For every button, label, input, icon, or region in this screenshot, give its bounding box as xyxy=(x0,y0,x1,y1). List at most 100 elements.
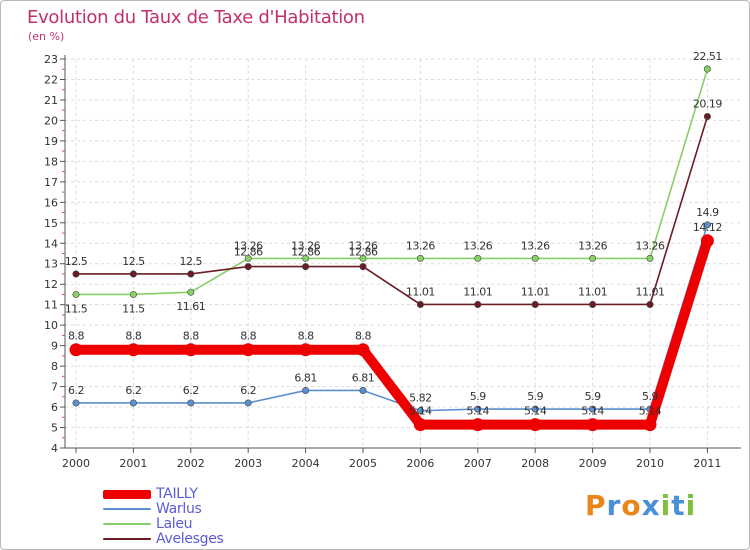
series-line-laleu xyxy=(75,68,709,296)
data-label-tailly: 8.8 xyxy=(68,330,84,343)
data-label-warlus: 5.82 xyxy=(409,392,432,405)
data-label-laleu: 13.26 xyxy=(406,239,435,252)
data-label-tailly: 5.14 xyxy=(524,405,547,418)
data-label-laleu: 13.26 xyxy=(234,239,263,252)
data-point-warlus xyxy=(531,405,539,413)
data-point-laleu xyxy=(244,254,252,262)
data-point-laleu xyxy=(302,254,310,262)
data-label-avelesges: 11.01 xyxy=(463,285,492,298)
data-point-laleu xyxy=(531,254,539,262)
y-tick-label: 8 xyxy=(51,360,58,373)
x-tick-label: 2000 xyxy=(62,457,90,470)
series-line-tailly xyxy=(71,235,713,430)
data-point-laleu xyxy=(416,254,424,262)
x-tick-label: 2006 xyxy=(406,457,434,470)
data-point-laleu xyxy=(589,254,597,262)
data-label-avelesges: 12.86 xyxy=(349,246,378,259)
data-point-warlus xyxy=(72,399,80,407)
proxiti-logo: Proxiti xyxy=(585,489,696,522)
y-tick-label: 23 xyxy=(44,53,58,66)
data-label-warlus: 6.81 xyxy=(294,371,317,384)
data-point-avelesges xyxy=(703,113,711,121)
data-point-tailly xyxy=(356,343,370,357)
data-point-avelesges xyxy=(416,300,424,308)
data-label-tailly: 5.14 xyxy=(467,405,490,418)
data-label-tailly: 8.8 xyxy=(355,330,371,343)
data-point-tailly xyxy=(700,234,714,248)
y-tick-label: 21 xyxy=(44,94,58,107)
data-point-avelesges xyxy=(646,300,654,308)
data-label-laleu: 13.26 xyxy=(463,239,492,252)
data-label-tailly: 8.8 xyxy=(125,330,141,343)
data-point-tailly xyxy=(413,418,427,432)
data-label-tailly: 8.8 xyxy=(183,330,199,343)
data-label-tailly: 8.8 xyxy=(240,330,256,343)
data-label-laleu: 11.61 xyxy=(176,300,205,313)
y-tick-label: 9 xyxy=(51,340,58,353)
data-point-laleu xyxy=(359,254,367,262)
y-tick-label: 17 xyxy=(44,176,58,189)
y-tick-label: 11 xyxy=(44,299,58,312)
legend-item-tailly: TAILLY xyxy=(103,486,303,503)
data-label-laleu: 13.26 xyxy=(291,239,320,252)
data-label-avelesges: 11.01 xyxy=(578,285,607,298)
y-tick-label: 12 xyxy=(44,278,58,291)
data-point-warlus xyxy=(703,221,711,229)
data-point-laleu xyxy=(646,254,654,262)
data-point-tailly xyxy=(184,343,198,357)
data-label-avelesges: 12.5 xyxy=(65,255,88,268)
data-point-laleu xyxy=(72,290,80,298)
legend-label-avelesges: Avelesges xyxy=(156,531,224,547)
x-tick-label: 2005 xyxy=(349,457,377,470)
data-point-laleu xyxy=(187,288,195,296)
legend-label-laleu: Laleu xyxy=(156,516,193,532)
legend-item-laleu: Laleu xyxy=(103,516,303,533)
data-point-avelesges xyxy=(187,270,195,278)
data-point-laleu xyxy=(129,290,137,298)
data-label-warlus: 6.81 xyxy=(352,371,375,384)
data-point-tailly xyxy=(471,418,485,432)
legend-swatch-warlus xyxy=(103,508,151,510)
data-label-tailly: 5.14 xyxy=(581,405,604,418)
data-label-avelesges: 12.5 xyxy=(122,255,145,268)
x-tick-label: 2007 xyxy=(464,457,492,470)
legend-swatch-tailly xyxy=(103,490,151,499)
x-tick-label: 2001 xyxy=(119,457,147,470)
data-label-avelesges: 11.01 xyxy=(521,285,550,298)
y-tick-label: 18 xyxy=(44,155,58,168)
legend-swatch-avelesges xyxy=(103,538,151,540)
x-tick-label: 2011 xyxy=(693,457,721,470)
data-point-avelesges xyxy=(359,263,367,271)
data-point-tailly xyxy=(586,418,600,432)
data-point-laleu xyxy=(703,65,711,73)
data-label-warlus: 5.9 xyxy=(585,390,601,403)
x-tick-label: 2003 xyxy=(234,457,262,470)
data-point-avelesges xyxy=(129,270,137,278)
x-tick-label: 2009 xyxy=(579,457,607,470)
data-label-avelesges: 12.86 xyxy=(234,246,263,259)
chart-title: Evolution du Taux de Taxe d'Habitation xyxy=(27,7,365,28)
data-point-warlus xyxy=(589,405,597,413)
logo-letter: t xyxy=(671,489,686,522)
y-tick-label: 5 xyxy=(51,422,58,435)
data-label-tailly: 5.14 xyxy=(409,405,432,418)
x-tick-label: 2008 xyxy=(521,457,549,470)
data-label-warlus: 5.9 xyxy=(527,390,543,403)
data-label-avelesges: 12.5 xyxy=(180,255,203,268)
logo-letter: r xyxy=(606,489,622,522)
data-label-laleu: 13.26 xyxy=(521,239,550,252)
data-point-tailly xyxy=(643,418,657,432)
data-point-avelesges xyxy=(474,300,482,308)
y-tick-label: 16 xyxy=(44,196,58,209)
chart-subtitle: (en %) xyxy=(28,30,65,43)
legend-item-warlus: Warlus xyxy=(103,501,303,518)
data-point-tailly xyxy=(241,343,255,357)
y-tick-label: 10 xyxy=(44,319,58,332)
logo-letter: o xyxy=(621,489,642,522)
data-label-warlus: 5.9 xyxy=(642,390,658,403)
data-point-warlus xyxy=(187,399,195,407)
data-point-tailly xyxy=(528,418,542,432)
data-point-tailly xyxy=(299,343,313,357)
data-label-avelesges: 11.01 xyxy=(636,285,665,298)
